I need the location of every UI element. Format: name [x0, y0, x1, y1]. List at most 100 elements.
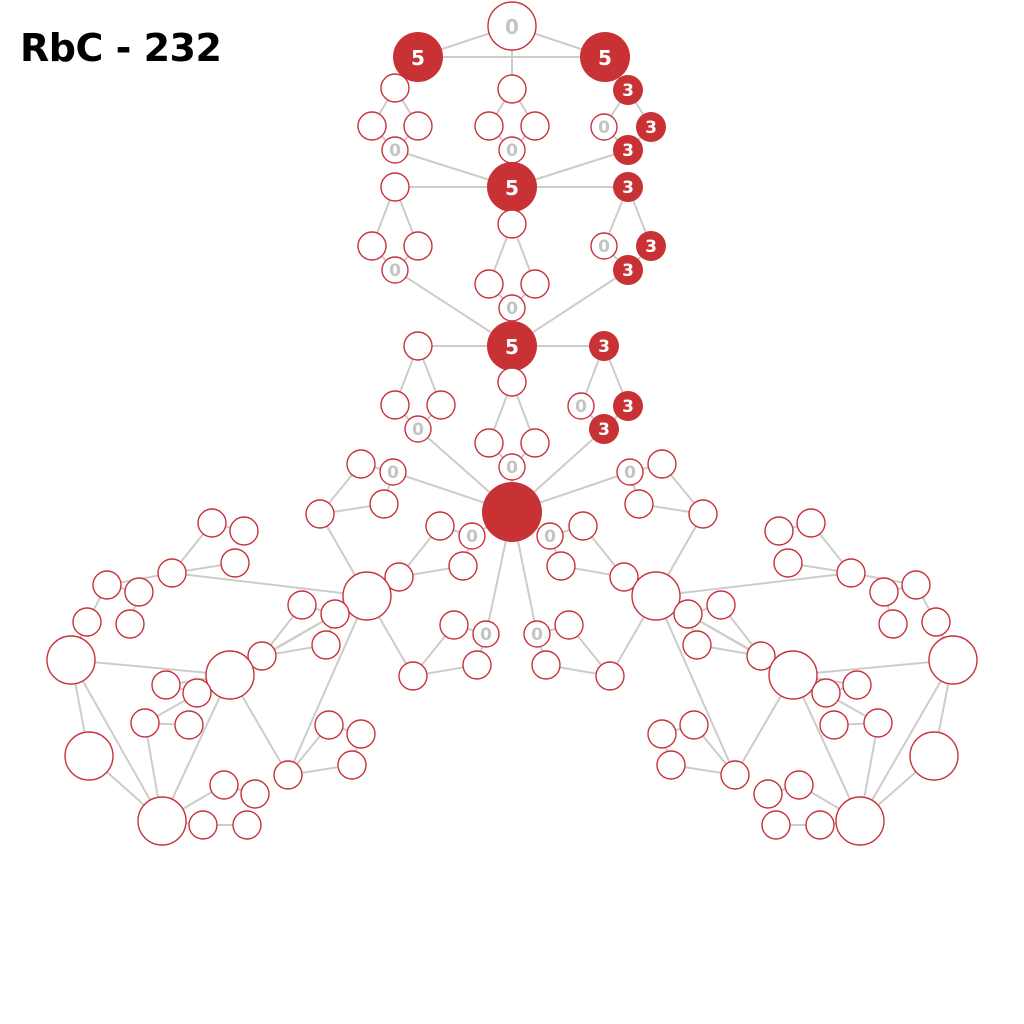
node-circle-lc8 [320, 599, 350, 629]
node-circle-lc24 [232, 810, 262, 840]
node-circle-top [487, 1, 537, 51]
node-circle-lc13 [151, 670, 181, 700]
node-rc18 [647, 719, 677, 749]
node-circle-h2l [403, 331, 433, 361]
node-rc6 [869, 577, 899, 607]
edge-LB1-LB3 [70, 659, 163, 822]
edge-RM-RB3 [792, 674, 861, 822]
node-label-ll0: 0 [480, 625, 492, 645]
node-circle-c2 [636, 231, 666, 261]
node-circle-d_m2 [474, 428, 504, 458]
node-rc21 [784, 770, 814, 800]
node-circle-il0 [458, 522, 486, 550]
node-circle-rc21 [784, 770, 814, 800]
node-rc7 [706, 590, 736, 620]
node-a_l2 [357, 111, 387, 141]
node-rc1 [796, 508, 826, 538]
node-circle-RB1 [928, 635, 978, 685]
node-label-b1: 3 [622, 178, 634, 198]
node-b0: 0 [498, 136, 526, 164]
node-d_l4: 0 [404, 415, 432, 443]
node-lr2 [531, 650, 561, 680]
node-circle-rc14 [811, 678, 841, 708]
node-circle-ir2 [546, 551, 576, 581]
node-lc23 [188, 810, 218, 840]
node-lc15 [130, 708, 160, 738]
node-lc10 [115, 609, 145, 639]
node-circle-b_l3 [403, 231, 433, 261]
node-circle-ir3 [609, 562, 639, 592]
node-lc14 [182, 678, 212, 708]
node-rc8 [673, 599, 703, 629]
edge-LH-lc4 [171, 572, 368, 597]
node-c_l4: 0 [381, 256, 409, 284]
edge-RH-rc20 [655, 595, 736, 776]
node-a_l4: 0 [381, 136, 409, 164]
node-circle-rr0 [616, 458, 644, 486]
node-c_m3 [520, 269, 550, 299]
node-circle-lc1 [197, 508, 227, 538]
node-lc17 [314, 710, 344, 740]
node-circle-rc8 [673, 599, 703, 629]
node-a_m2 [474, 111, 504, 141]
node-circle-lr3 [595, 661, 625, 691]
node-circle-a_m2 [474, 111, 504, 141]
node-a1: 3 [613, 75, 643, 105]
node-label-c_mid: 0 [506, 299, 518, 319]
node-circle-d1 [567, 392, 595, 420]
node-circle-lc11 [311, 630, 341, 660]
node-lc21 [209, 770, 239, 800]
node-RB2 [909, 731, 959, 781]
node-circle-rc20 [720, 760, 750, 790]
node-circle-rc1 [796, 508, 826, 538]
node-label-c_l4: 0 [389, 261, 401, 281]
node-circle-rc22 [753, 779, 783, 809]
node-label-ir0: 0 [544, 527, 556, 547]
node-RB1 [928, 635, 978, 685]
node-ir1 [568, 511, 598, 541]
node-circle-d_l3 [426, 390, 456, 420]
node-label-a2: 0 [598, 118, 610, 138]
node-hub1: 5 [487, 162, 537, 212]
node-label-c3: 3 [622, 261, 634, 281]
node-circle-lc3 [220, 548, 250, 578]
node-circle-d_m1 [497, 367, 527, 397]
node-lc13 [151, 670, 181, 700]
edge-LM-LB1 [70, 659, 231, 676]
node-circle-rc24 [761, 810, 791, 840]
node-circle-rc3 [773, 548, 803, 578]
node-d3: 3 [589, 414, 619, 444]
node-circle-center [482, 482, 542, 542]
node-hub2: 5 [487, 321, 537, 371]
node-c1: 0 [590, 232, 618, 260]
node-a_m3 [520, 111, 550, 141]
node-circle-a_m1 [497, 74, 527, 104]
node-circle-lc23 [188, 810, 218, 840]
node-label-a3: 3 [645, 118, 657, 138]
node-circle-ll0 [472, 620, 500, 648]
node-circle-hub2 [487, 321, 537, 371]
node-rc23 [805, 810, 835, 840]
node-a3: 3 [636, 112, 666, 142]
edge-RH-rc4 [655, 572, 852, 597]
node-circle-rc19 [656, 750, 686, 780]
node-ir2 [546, 551, 576, 581]
node-rr2 [624, 489, 654, 519]
node-circle-rc5 [901, 570, 931, 600]
node-circle-il3 [384, 562, 414, 592]
node-circle-rc13 [842, 670, 872, 700]
node-circle-d_m3 [520, 428, 550, 458]
node-circle-lr1 [554, 610, 584, 640]
node-circle-d_mid [498, 453, 526, 481]
node-label-tr: 5 [598, 46, 612, 70]
node-ll2 [462, 650, 492, 680]
node-label-d3: 3 [598, 420, 610, 440]
node-circle-rr3 [688, 499, 718, 529]
node-label-d_l4: 0 [412, 420, 424, 440]
node-circle-rl2 [369, 489, 399, 519]
node-circle-ll2 [462, 650, 492, 680]
node-il3 [384, 562, 414, 592]
node-circle-lc18 [346, 719, 376, 749]
node-circle-RM [768, 650, 818, 700]
